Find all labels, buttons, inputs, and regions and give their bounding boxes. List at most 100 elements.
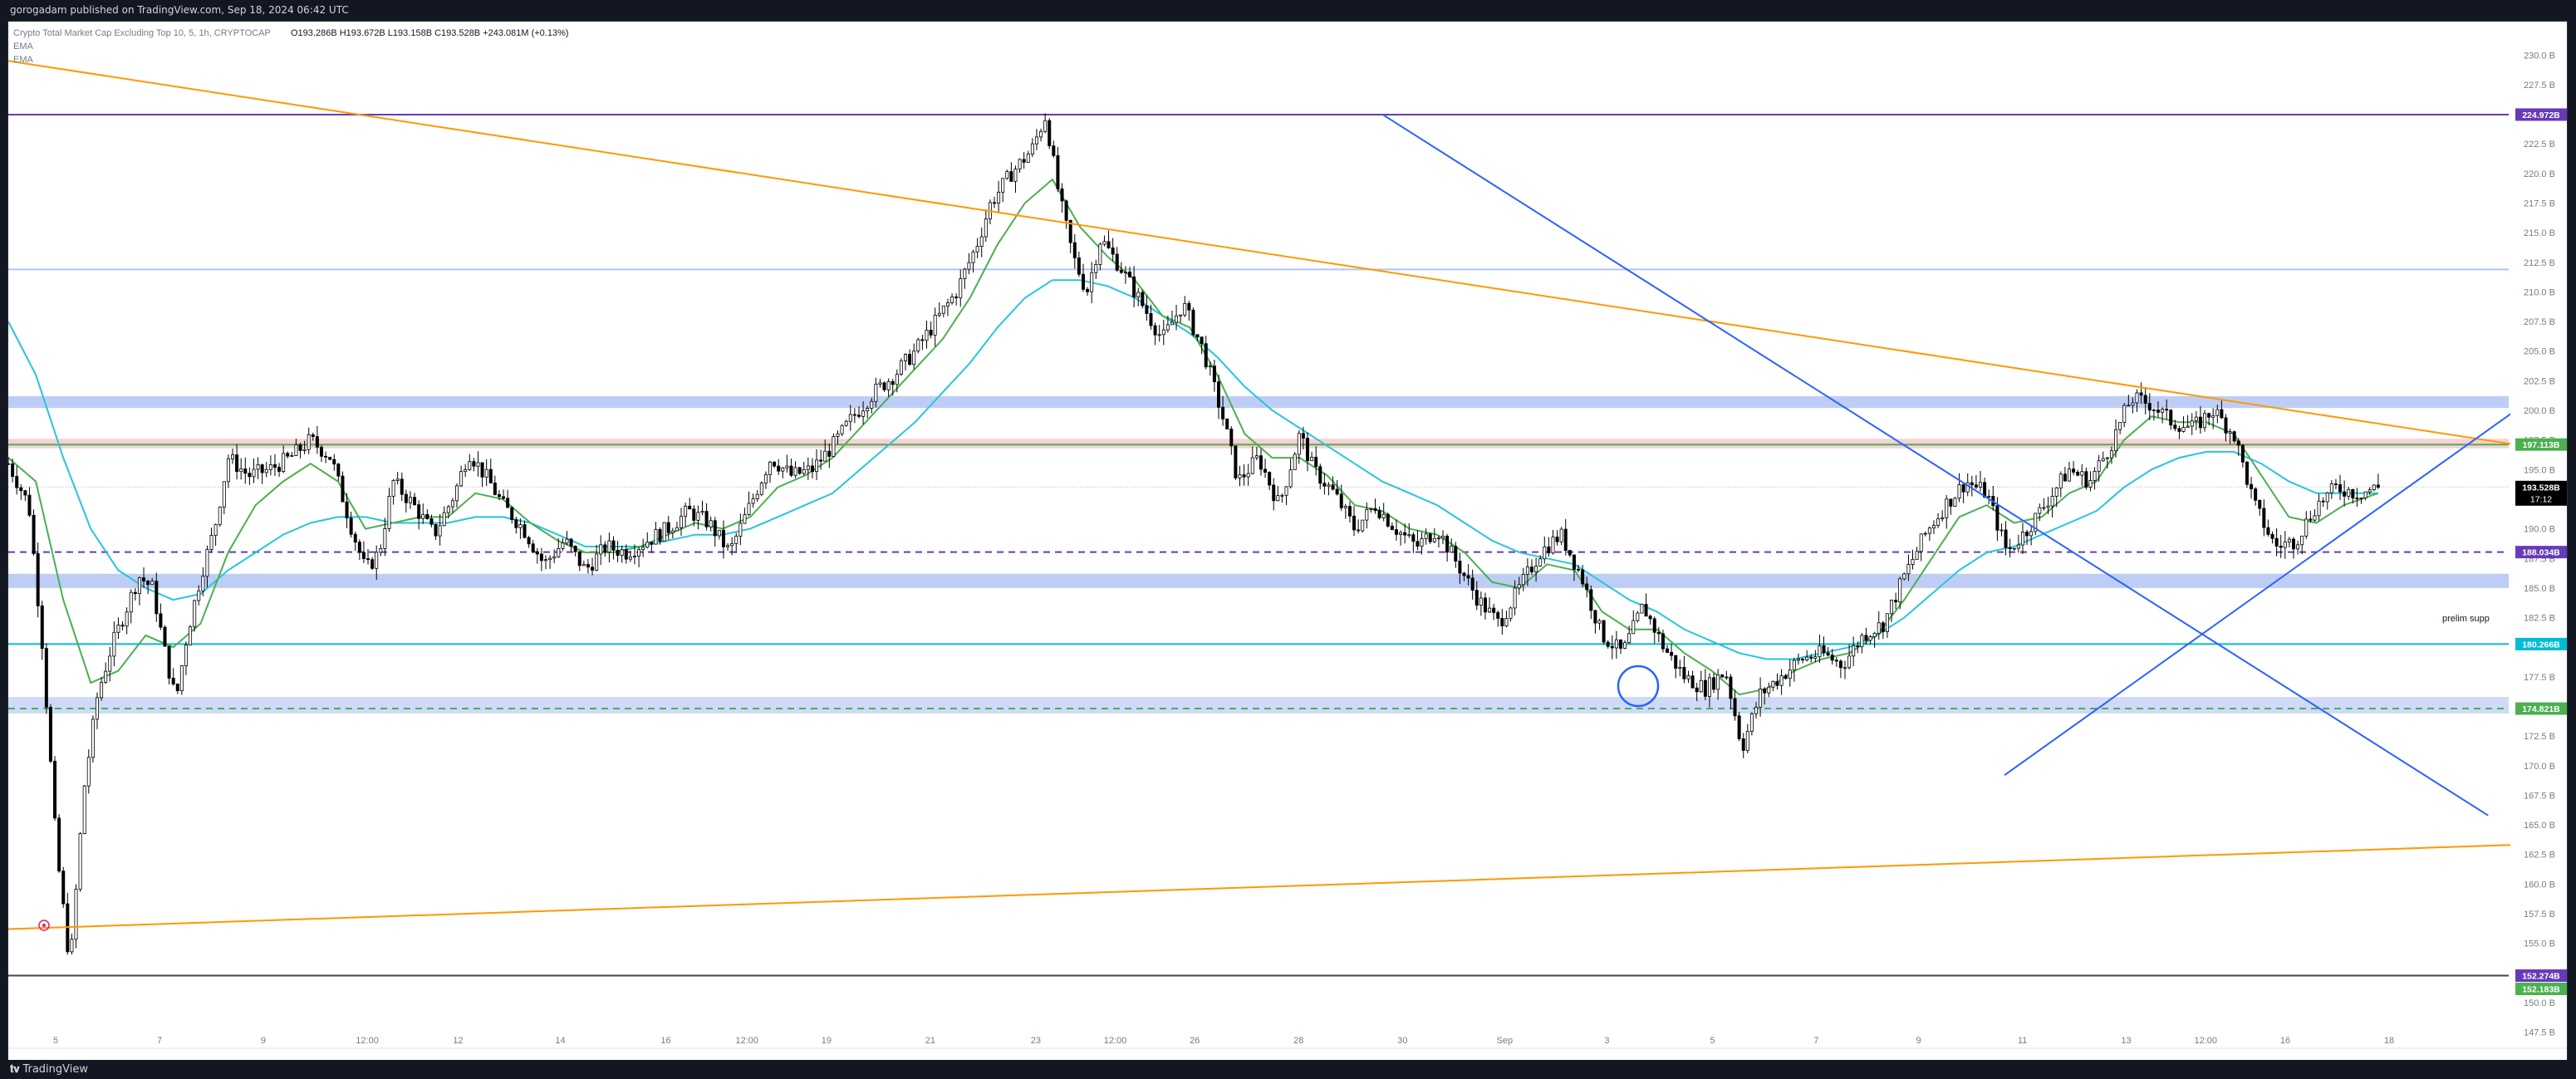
candle-body [993, 202, 997, 204]
candle [1441, 530, 1445, 545]
candle [1979, 470, 1983, 493]
indicator-ema-1[interactable]: EMA [13, 42, 34, 51]
candle-body [861, 410, 866, 417]
candle [1970, 475, 1974, 497]
candle-body [2072, 468, 2076, 473]
chart-frame[interactable]: Crypto Total Market Cap Excluding Top 10… [6, 21, 2576, 1061]
candle [108, 646, 112, 682]
candle-body [904, 354, 908, 361]
candle [375, 545, 379, 581]
price-chart[interactable]: Crypto Total Market Cap Excluding Top 10… [6, 22, 2576, 1060]
candle [2156, 401, 2160, 418]
x-tick-label: 16 [660, 1036, 670, 1046]
candle-body [324, 455, 328, 458]
candle [1272, 478, 1276, 511]
candle [1161, 319, 1165, 346]
candle [1898, 576, 1902, 610]
candle [142, 567, 146, 588]
candle [1559, 527, 1563, 546]
candle-body [1068, 219, 1072, 243]
candle [773, 461, 777, 468]
candle-body [1716, 674, 1720, 690]
candle [2304, 511, 2309, 539]
candle-body [721, 529, 725, 547]
candle-body [641, 547, 645, 551]
candle-body [222, 481, 226, 508]
candle-body [1864, 635, 1868, 641]
candle-body [2245, 461, 2249, 485]
candle [806, 457, 810, 480]
candle-body [15, 476, 19, 488]
candle [1923, 532, 1927, 537]
y-tick-label: 217.5 B [2524, 199, 2555, 208]
candle [747, 491, 751, 517]
candle [1842, 660, 1847, 679]
candle-body [2355, 498, 2359, 500]
candle-body [1902, 573, 1906, 580]
candle [2076, 469, 2080, 477]
candle-body [967, 262, 971, 270]
candle [1357, 519, 1361, 534]
candle-body [1707, 677, 1711, 697]
candle-body [1555, 537, 1559, 542]
candle-body [252, 468, 256, 478]
candle [1322, 473, 1327, 495]
tradingview-logo-icon: 𝐭𝐯 [10, 1063, 20, 1076]
candle [1885, 613, 1889, 639]
candle-body [78, 833, 82, 890]
candle-body [874, 384, 878, 402]
candle [878, 378, 882, 388]
tradingview-brand[interactable]: 𝐭𝐯 TradingView [10, 1063, 88, 1076]
candle-body [628, 557, 632, 560]
candle-body [493, 483, 497, 495]
candle [1436, 535, 1440, 548]
candle-body [315, 436, 319, 448]
candle-body [1039, 130, 1043, 138]
candle-body [1136, 292, 1141, 297]
candle-body [2250, 483, 2254, 489]
candle [620, 545, 624, 563]
candle-body [937, 312, 941, 316]
candle-body [1674, 655, 1678, 669]
candle [2240, 444, 2245, 468]
zones-layer [8, 395, 2509, 714]
candle-body [527, 537, 531, 545]
candle [1026, 150, 1030, 164]
x-tick-label: 19 [822, 1036, 832, 1046]
candle [226, 454, 230, 488]
candle [954, 293, 959, 306]
candle [2177, 425, 2181, 439]
candle [950, 293, 954, 305]
candle-body [997, 191, 1001, 204]
candle-body [1589, 589, 1593, 611]
candle [116, 617, 120, 640]
candle-body [2309, 518, 2313, 521]
candle [2042, 498, 2046, 511]
candle [2139, 382, 2143, 405]
x-tick-label: 12:00 [1104, 1036, 1127, 1046]
candle [1949, 498, 1953, 515]
candle [1538, 555, 1543, 567]
candle [1838, 659, 1842, 679]
candle-body [1809, 656, 1813, 659]
candle-body [476, 462, 480, 467]
candle [1894, 592, 1898, 610]
time-axis[interactable]: 5 7 9 12:00 12 14 16 12:00 19 21 23 12:00 26 28 30 Sep 3… [8, 1036, 2567, 1049]
candle-body [2020, 532, 2024, 546]
candle [1941, 510, 1945, 522]
candle-body [1470, 577, 1474, 591]
candle-body [239, 468, 243, 473]
indicator-ema-2[interactable]: EMA [13, 55, 34, 65]
candle-body [2367, 489, 2372, 493]
candle-body [27, 494, 32, 516]
candle-body [502, 496, 506, 499]
candle [1902, 572, 1906, 581]
candle [2114, 419, 2118, 458]
candle [464, 463, 468, 478]
candle-body [336, 463, 341, 477]
candle-body [1529, 566, 1533, 573]
candle-body [2266, 527, 2270, 535]
publish-bar: gorogadam published on TradingView.com, … [0, 0, 2576, 20]
candle-body [1072, 242, 1077, 258]
